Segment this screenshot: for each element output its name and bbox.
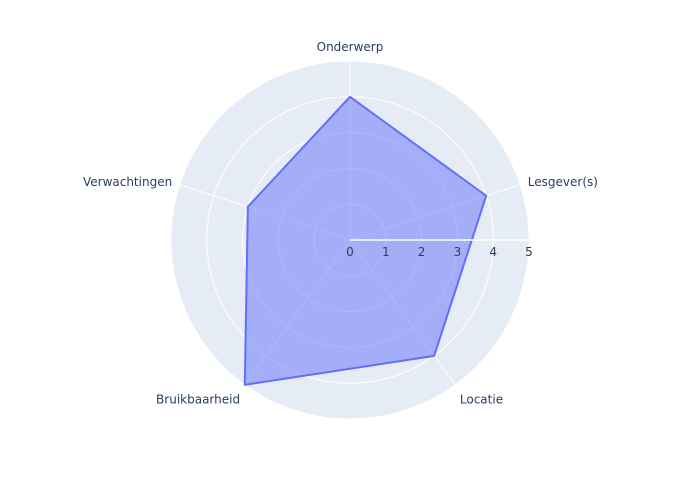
radial-tick-label: 5	[525, 245, 533, 259]
category-label: Locatie	[460, 392, 503, 406]
series-layer	[243, 95, 488, 386]
category-label: Lesgever(s)	[528, 175, 598, 189]
series-area-0	[243, 95, 488, 386]
radial-tick-label: 1	[382, 245, 390, 259]
category-label: Onderwerp	[317, 40, 384, 54]
radial-tick-label: 2	[418, 245, 426, 259]
category-labels: Onderwerp Lesgever(s) Locatie Bruikbaarheid…	[83, 40, 598, 406]
radial-tick-label: 4	[489, 245, 497, 259]
category-label: Bruikbaarheid	[156, 392, 240, 406]
radial-tick-labels: 0 1 2 3 4 5	[346, 245, 533, 259]
radial-tick-label: 0	[346, 245, 354, 259]
category-label: Verwachtingen	[83, 175, 172, 189]
radial-tick-label: 3	[454, 245, 462, 259]
